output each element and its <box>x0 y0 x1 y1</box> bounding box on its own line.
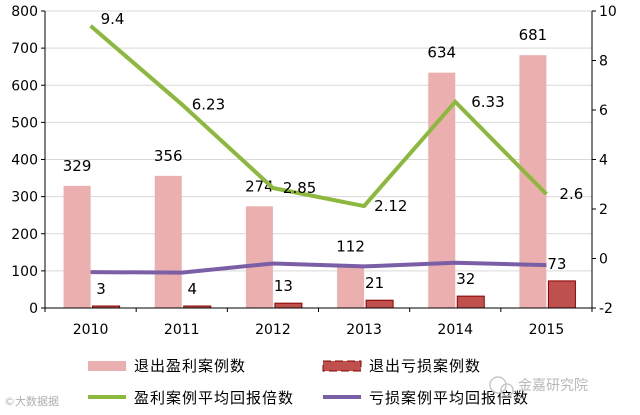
data-label-return: 6.23 <box>192 95 225 113</box>
left-tick-label: 500 <box>11 115 38 131</box>
x-tick-label: 2010 <box>73 322 109 338</box>
wechat-logo-icon <box>489 376 507 394</box>
bar-loss-cases <box>547 280 576 309</box>
bar-profit-cases <box>245 206 273 308</box>
right-tick-label: 0 <box>599 252 608 268</box>
right-tick-label: -2 <box>599 301 613 317</box>
data-label-profit: 329 <box>63 157 92 175</box>
bar-profit-cases <box>337 266 365 308</box>
left-y-axis: 0 100 200 300 400 500 600 700 800 <box>11 4 46 317</box>
data-label-loss: 73 <box>547 255 566 273</box>
bar-profit-cases <box>428 72 456 308</box>
lines-group: 9.4 6.23 2.85 2.12 6.33 2.6 <box>89 10 583 275</box>
data-label-loss: 32 <box>456 270 475 288</box>
wechat-logo-icon-small <box>500 383 514 397</box>
watermark: ©大数据据 金嘉研究院 <box>4 376 588 408</box>
right-tick-label: 8 <box>599 54 608 70</box>
right-y-axis: -2 0 2 4 6 8 10 <box>591 4 617 317</box>
data-label-profit: 356 <box>154 147 183 165</box>
data-label-loss: 4 <box>187 280 197 298</box>
data-label-loss: 13 <box>274 277 293 295</box>
data-label-loss: 21 <box>365 274 384 292</box>
right-tick-label: 6 <box>599 103 608 119</box>
x-tick-label: 2014 <box>437 322 473 338</box>
data-label-return: 9.4 <box>101 10 125 28</box>
data-label-return: 6.33 <box>471 93 504 111</box>
watermark-left: ©大数据据 <box>4 394 59 408</box>
right-tick-label: 2 <box>599 202 608 218</box>
left-tick-label: 200 <box>11 227 38 243</box>
data-label-profit: 681 <box>519 26 548 44</box>
bar-loss-cases <box>456 295 485 309</box>
watermark-right-logo: 金嘉研究院 <box>489 376 588 397</box>
legend-swatch-profit <box>88 361 126 371</box>
left-tick-label: 0 <box>29 301 38 317</box>
data-label-loss: 3 <box>96 280 106 298</box>
data-label-return: 2.6 <box>559 185 583 203</box>
data-label-profit: 634 <box>427 44 456 62</box>
bar-profit-cases <box>154 175 182 308</box>
right-tick-label: 10 <box>599 4 617 20</box>
x-tick-label: 2011 <box>164 322 200 338</box>
x-axis: 2010 2011 2012 2013 2014 2015 <box>44 307 593 338</box>
gridlines <box>45 10 592 272</box>
right-tick-label: 4 <box>599 153 608 169</box>
bar-loss-cases <box>274 302 303 309</box>
x-tick-label: 2015 <box>529 322 565 338</box>
legend-label: 盈利案例平均回报倍数 <box>134 389 294 407</box>
left-tick-label: 800 <box>11 4 38 20</box>
left-tick-label: 300 <box>11 190 38 206</box>
legend-swatch-loss <box>322 360 362 372</box>
left-tick-label: 700 <box>11 41 38 57</box>
bar-profit-cases <box>63 185 91 308</box>
watermark-right: 金嘉研究院 <box>518 378 588 394</box>
x-tick-label: 2012 <box>255 322 291 338</box>
bar-loss-cases <box>365 299 394 309</box>
left-tick-label: 100 <box>11 264 38 280</box>
data-label-profit: 112 <box>336 237 365 255</box>
left-tick-label: 400 <box>11 153 38 169</box>
left-tick-label: 600 <box>11 78 38 94</box>
x-tick-label: 2013 <box>346 322 382 338</box>
line-profit-avg-return <box>89 24 548 209</box>
data-label-return: 2.85 <box>283 179 316 197</box>
line-loss-avg-return <box>90 260 547 275</box>
legend-label: 退出亏损案例数 <box>369 357 481 375</box>
legend-label: 退出盈利案例数 <box>134 357 246 375</box>
legend-label: 亏损案例平均回报倍数 <box>369 389 529 407</box>
data-label-return: 2.12 <box>374 197 407 215</box>
